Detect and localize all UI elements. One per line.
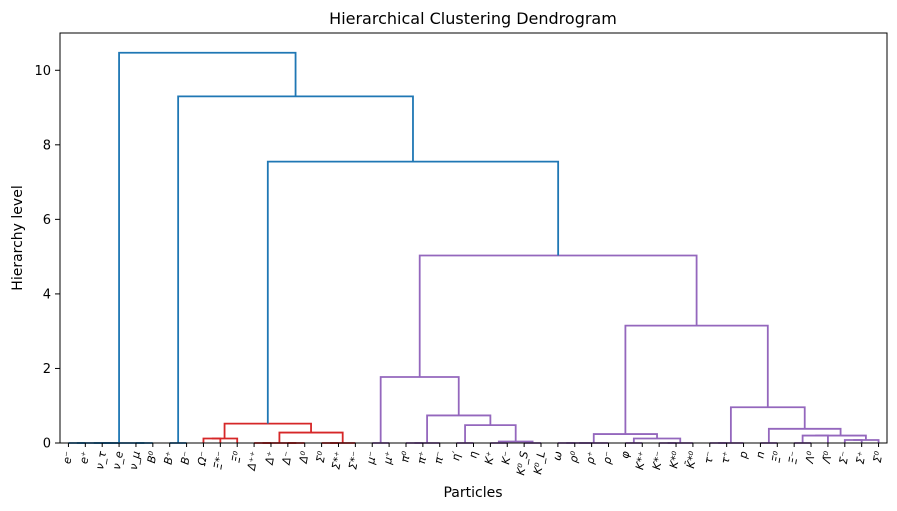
leaf-label: ρ⁰	[567, 450, 582, 464]
leaf-label: K⁰_L	[531, 450, 548, 475]
plot-frame	[59, 32, 888, 444]
leaf-label: π⁺	[415, 450, 430, 465]
leaf-label: Δ⁰	[297, 450, 312, 466]
dendrogram-link-n45	[266, 160, 560, 424]
dendrogram-link-n40	[815, 434, 867, 441]
chart-title: Hierarchical Clustering Dendrogram	[329, 9, 617, 28]
dendrogram-link-n24	[379, 376, 460, 443]
leaf-label: Σ⁺	[854, 450, 869, 465]
leaf-label: ν_e	[110, 450, 126, 471]
leaf-label: K̄*⁰	[684, 450, 700, 470]
leaf-label: ρ⁺	[584, 450, 599, 465]
leaf-label: η	[466, 450, 480, 459]
leaf-label: Ξ⁻	[786, 450, 801, 465]
dendrogram-link-n43	[624, 324, 769, 435]
leaf-label: Ξ⁰	[769, 450, 784, 464]
leaf-label: Δ⁺	[263, 450, 278, 467]
leaf-label: p	[736, 450, 750, 460]
y-tick-label: 4	[43, 287, 51, 302]
leaf-label: Σ*⁺	[329, 450, 345, 470]
leaf-label: Λ̄⁰	[820, 450, 835, 466]
dendrogram-link-n22	[464, 424, 517, 443]
leaf-label: Σ⁰	[314, 450, 329, 464]
leaf-label: B⁻	[178, 450, 193, 466]
dendrogram-link-n44	[418, 254, 698, 378]
leaf-label: Ξ⁰	[229, 450, 244, 464]
y-tick-label: 0	[43, 437, 51, 452]
y-axis-ticks: 0 2 4 6 8 10	[34, 64, 60, 452]
leaf-label: Ξ*⁻	[211, 450, 227, 470]
leaf-label: Λ⁰	[803, 450, 818, 466]
leaf-label: τ⁻	[702, 450, 717, 465]
leaf-label: Σ⁻	[837, 450, 852, 465]
leaf-label: π⁰	[398, 450, 413, 464]
leaf-label: Σ*⁻	[346, 450, 362, 470]
leaf-label: η′	[449, 450, 464, 462]
leaf-label: e⁻	[60, 450, 75, 465]
leaf-label: μ⁻	[364, 450, 379, 466]
dendrogram-link-n23	[426, 414, 492, 443]
dendrogram-link-n47	[118, 51, 297, 443]
leaf-label: K*⁰	[667, 450, 683, 470]
leaf-label: Ω⁻	[195, 450, 210, 467]
leaf-label: ρ⁻	[600, 450, 615, 465]
y-tick-label: 2	[43, 362, 51, 377]
leaf-label: K⁰_S	[514, 450, 531, 476]
leaf-label: B⁰	[145, 450, 160, 465]
leaf-label: B⁺	[162, 450, 177, 466]
y-tick-label: 8	[43, 138, 51, 153]
y-axis-label: Hierarchy level	[10, 185, 26, 290]
leaf-label: φ	[618, 450, 632, 460]
leaf-label: K⁺	[482, 450, 497, 465]
y-tick-label: 6	[43, 213, 51, 228]
x-axis-label: Particles	[443, 485, 502, 501]
y-tick-label: 10	[34, 64, 51, 79]
leaf-label: n	[753, 450, 767, 459]
leaf-label: ν_τ	[93, 450, 109, 471]
dendrogram-link-n7	[211, 437, 239, 443]
leaf-label: π⁻	[432, 450, 447, 465]
leaf-label: e⁺	[77, 450, 92, 465]
leaf-labels: e⁻ e⁺ ν_τ ν_e ν_μ B⁰ B⁺ B⁻ Ω⁻ Ξ*⁻ Ξ⁰ Δ⁺⁺ Δ⁺ Δ⁻ Δ⁰ Σ⁰ Σ*⁺…	[60, 443, 886, 476]
leaf-label: ν_μ	[127, 450, 143, 471]
dendrogram-links	[68, 51, 880, 444]
dendrogram-link-n32	[592, 433, 658, 443]
leaf-label: Σ⁰	[871, 450, 886, 464]
leaf-label: μ⁺	[381, 450, 396, 466]
dendrogram-link-n14	[223, 422, 312, 439]
leaf-label: ω	[550, 450, 564, 461]
dendrogram-link-n46	[177, 95, 414, 443]
dendrogram-link-n39	[853, 439, 880, 443]
leaf-label: τ⁺	[719, 450, 734, 465]
dendrogram-link-n13	[278, 431, 344, 443]
leaf-label: K⁻	[499, 450, 514, 465]
leaf-label: Δ⁻	[280, 450, 295, 467]
leaf-label: K*⁻	[650, 450, 666, 471]
leaf-label: Δ⁺⁺	[245, 450, 261, 472]
dendrogram-link-n37	[801, 434, 829, 443]
dendrogram-link-n42	[729, 406, 806, 443]
leaf-label: K*⁺	[633, 450, 649, 471]
